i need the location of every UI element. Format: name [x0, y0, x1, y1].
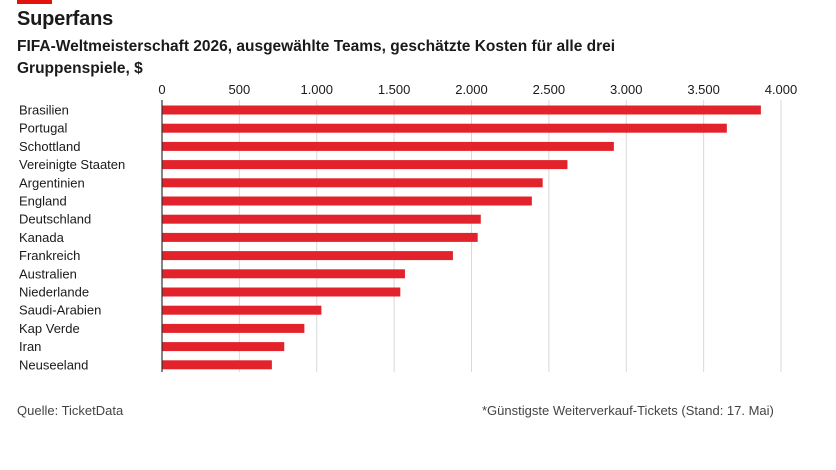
bar	[162, 105, 761, 115]
chart-title: Superfans	[17, 8, 114, 30]
category-label: Australien	[19, 266, 77, 281]
bar	[162, 123, 727, 133]
source-note: Quelle: TicketData	[17, 403, 124, 418]
category-label: Deutschland	[19, 212, 91, 227]
category-label: Neuseeland	[19, 357, 88, 372]
category-label: Niederlande	[19, 285, 89, 300]
category-label: Vereinigte Staaten	[19, 157, 125, 172]
bar	[162, 196, 532, 206]
category-label: Iran	[19, 339, 41, 354]
bar	[162, 342, 285, 352]
x-tick-label: 3.500	[687, 82, 720, 97]
bar	[162, 160, 568, 170]
bar	[162, 251, 453, 261]
bar	[162, 269, 405, 279]
x-tick-label: 2.000	[455, 82, 488, 97]
bar	[162, 287, 401, 297]
bar	[162, 214, 481, 224]
category-label: Kap Verde	[19, 321, 80, 336]
category-label: Schottland	[19, 139, 80, 154]
x-tick-label: 2.500	[533, 82, 566, 97]
brand-accent-bar	[17, 0, 52, 4]
x-tick-label: 1.000	[300, 82, 333, 97]
category-label: Portugal	[19, 121, 68, 136]
x-tick-label: 500	[229, 82, 251, 97]
x-tick-label: 0	[158, 82, 165, 97]
category-label: Kanada	[19, 230, 65, 245]
bar	[162, 178, 543, 188]
chart-subtitle: FIFA-Weltmeisterschaft 2026, ausgewählte…	[17, 38, 616, 77]
bar	[162, 232, 478, 242]
bar	[162, 360, 272, 370]
x-tick-label: 3.000	[610, 82, 643, 97]
category-label: Frankreich	[19, 248, 80, 263]
category-label: England	[19, 194, 67, 209]
bar	[162, 323, 305, 333]
bar	[162, 141, 614, 151]
category-label: Brasilien	[19, 103, 69, 118]
category-label: Saudi-Arabien	[19, 303, 101, 318]
footnote: *Günstigste Weiterverkauf-Tickets (Stand…	[482, 403, 774, 418]
x-tick-label: 1.500	[378, 82, 411, 97]
category-label: Argentinien	[19, 175, 85, 190]
bar	[162, 305, 322, 315]
x-tick-label: 4.000	[765, 82, 798, 97]
